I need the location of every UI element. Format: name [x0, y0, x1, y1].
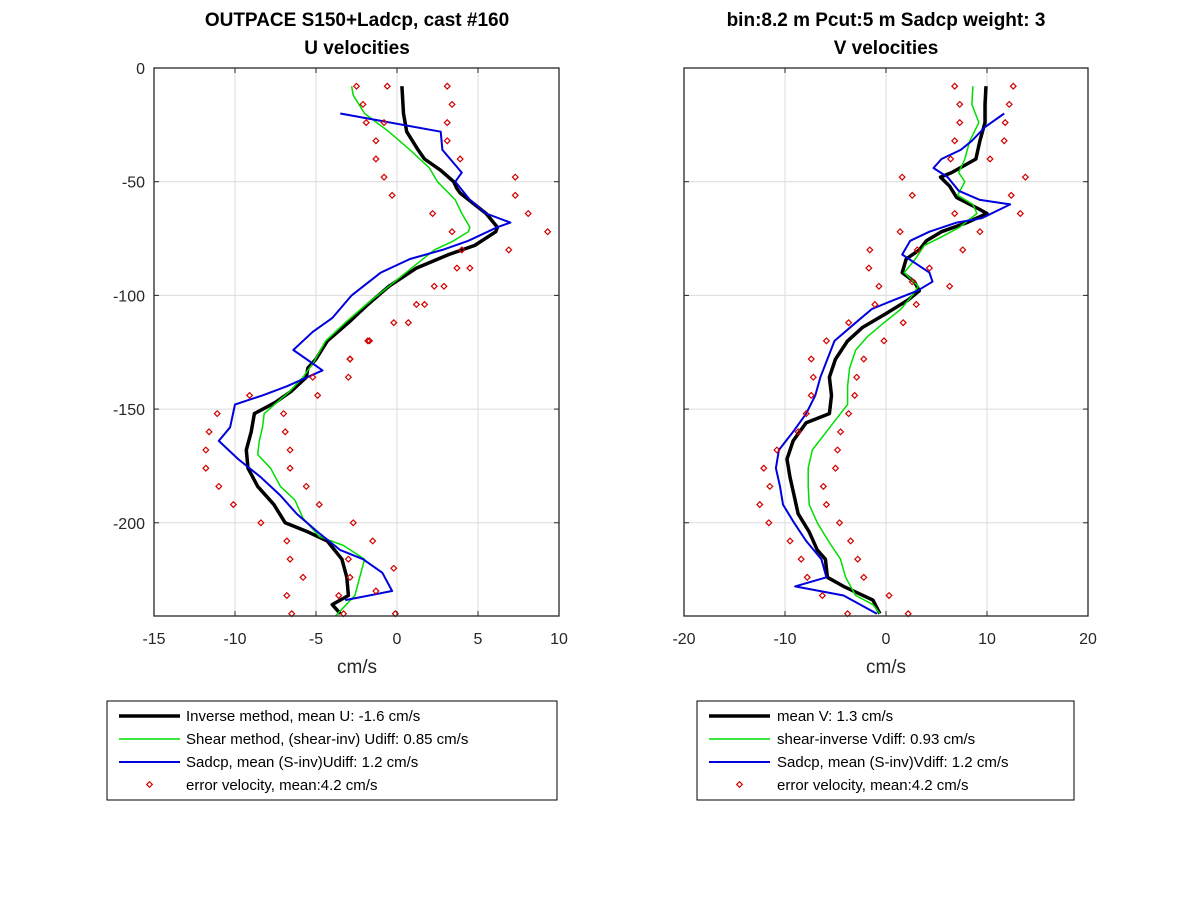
figure: OUTPACE S150+Ladcp, cast #160 U velociti…	[0, 0, 1200, 900]
legend-label-error: error velocity, mean:4.2 cm/s	[186, 777, 377, 794]
left-y-tick-label: 0	[136, 61, 145, 78]
left-title-line1: OUTPACE S150+Ladcp, cast #160	[205, 10, 509, 31]
right-title-line2: V velocities	[834, 38, 939, 59]
right-x-tick-label: 10	[978, 631, 996, 648]
right-x-tick-label: 20	[1079, 631, 1097, 648]
right-x-axis-label: cm/s	[866, 657, 906, 678]
legend-label-sadcp-v: Sadcp, mean (S-inv)Vdiff: 1.2 cm/s	[777, 754, 1008, 771]
left-title-line2: U velocities	[304, 38, 410, 59]
right-x-tick-label: 0	[882, 631, 891, 648]
left-y-tick-label: -50	[122, 175, 145, 192]
legend-label-inverse: Inverse method, mean U: -1.6 cm/s	[186, 708, 420, 725]
left-legend: Inverse method, mean U: -1.6 cm/s Shear …	[107, 701, 557, 800]
left-x-tick-label: 10	[550, 631, 568, 648]
legend-label-error-v: error velocity, mean:4.2 cm/s	[777, 777, 968, 794]
left-x-tick-label: -15	[142, 631, 165, 648]
legend-label-shear-inverse: shear-inverse Vdiff: 0.93 cm/s	[777, 731, 975, 748]
left-x-axis-label: cm/s	[337, 657, 377, 678]
legend-label-shear: Shear method, (shear-inv) Udiff: 0.85 cm…	[186, 731, 468, 748]
left-x-tick-label: -10	[223, 631, 246, 648]
left-y-tick-label: -100	[113, 288, 145, 305]
right-x-tick-label: -20	[672, 631, 695, 648]
legend-label-mean-v: mean V: 1.3 cm/s	[777, 708, 893, 725]
right-title-line1: bin:8.2 m Pcut:5 m Sadcp weight: 3	[727, 10, 1046, 31]
right-x-tick-label: -10	[773, 631, 796, 648]
left-y-tick-label: -150	[113, 402, 145, 419]
left-y-tick-label: -200	[113, 516, 145, 533]
left-x-tick-label: 0	[393, 631, 402, 648]
left-x-tick-label: -5	[309, 631, 323, 648]
legend-label-sadcp: Sadcp, mean (S-inv)Udiff: 1.2 cm/s	[186, 754, 418, 771]
left-x-tick-label: 5	[474, 631, 483, 648]
right-legend: mean V: 1.3 cm/s shear-inverse Vdiff: 0.…	[697, 701, 1074, 800]
